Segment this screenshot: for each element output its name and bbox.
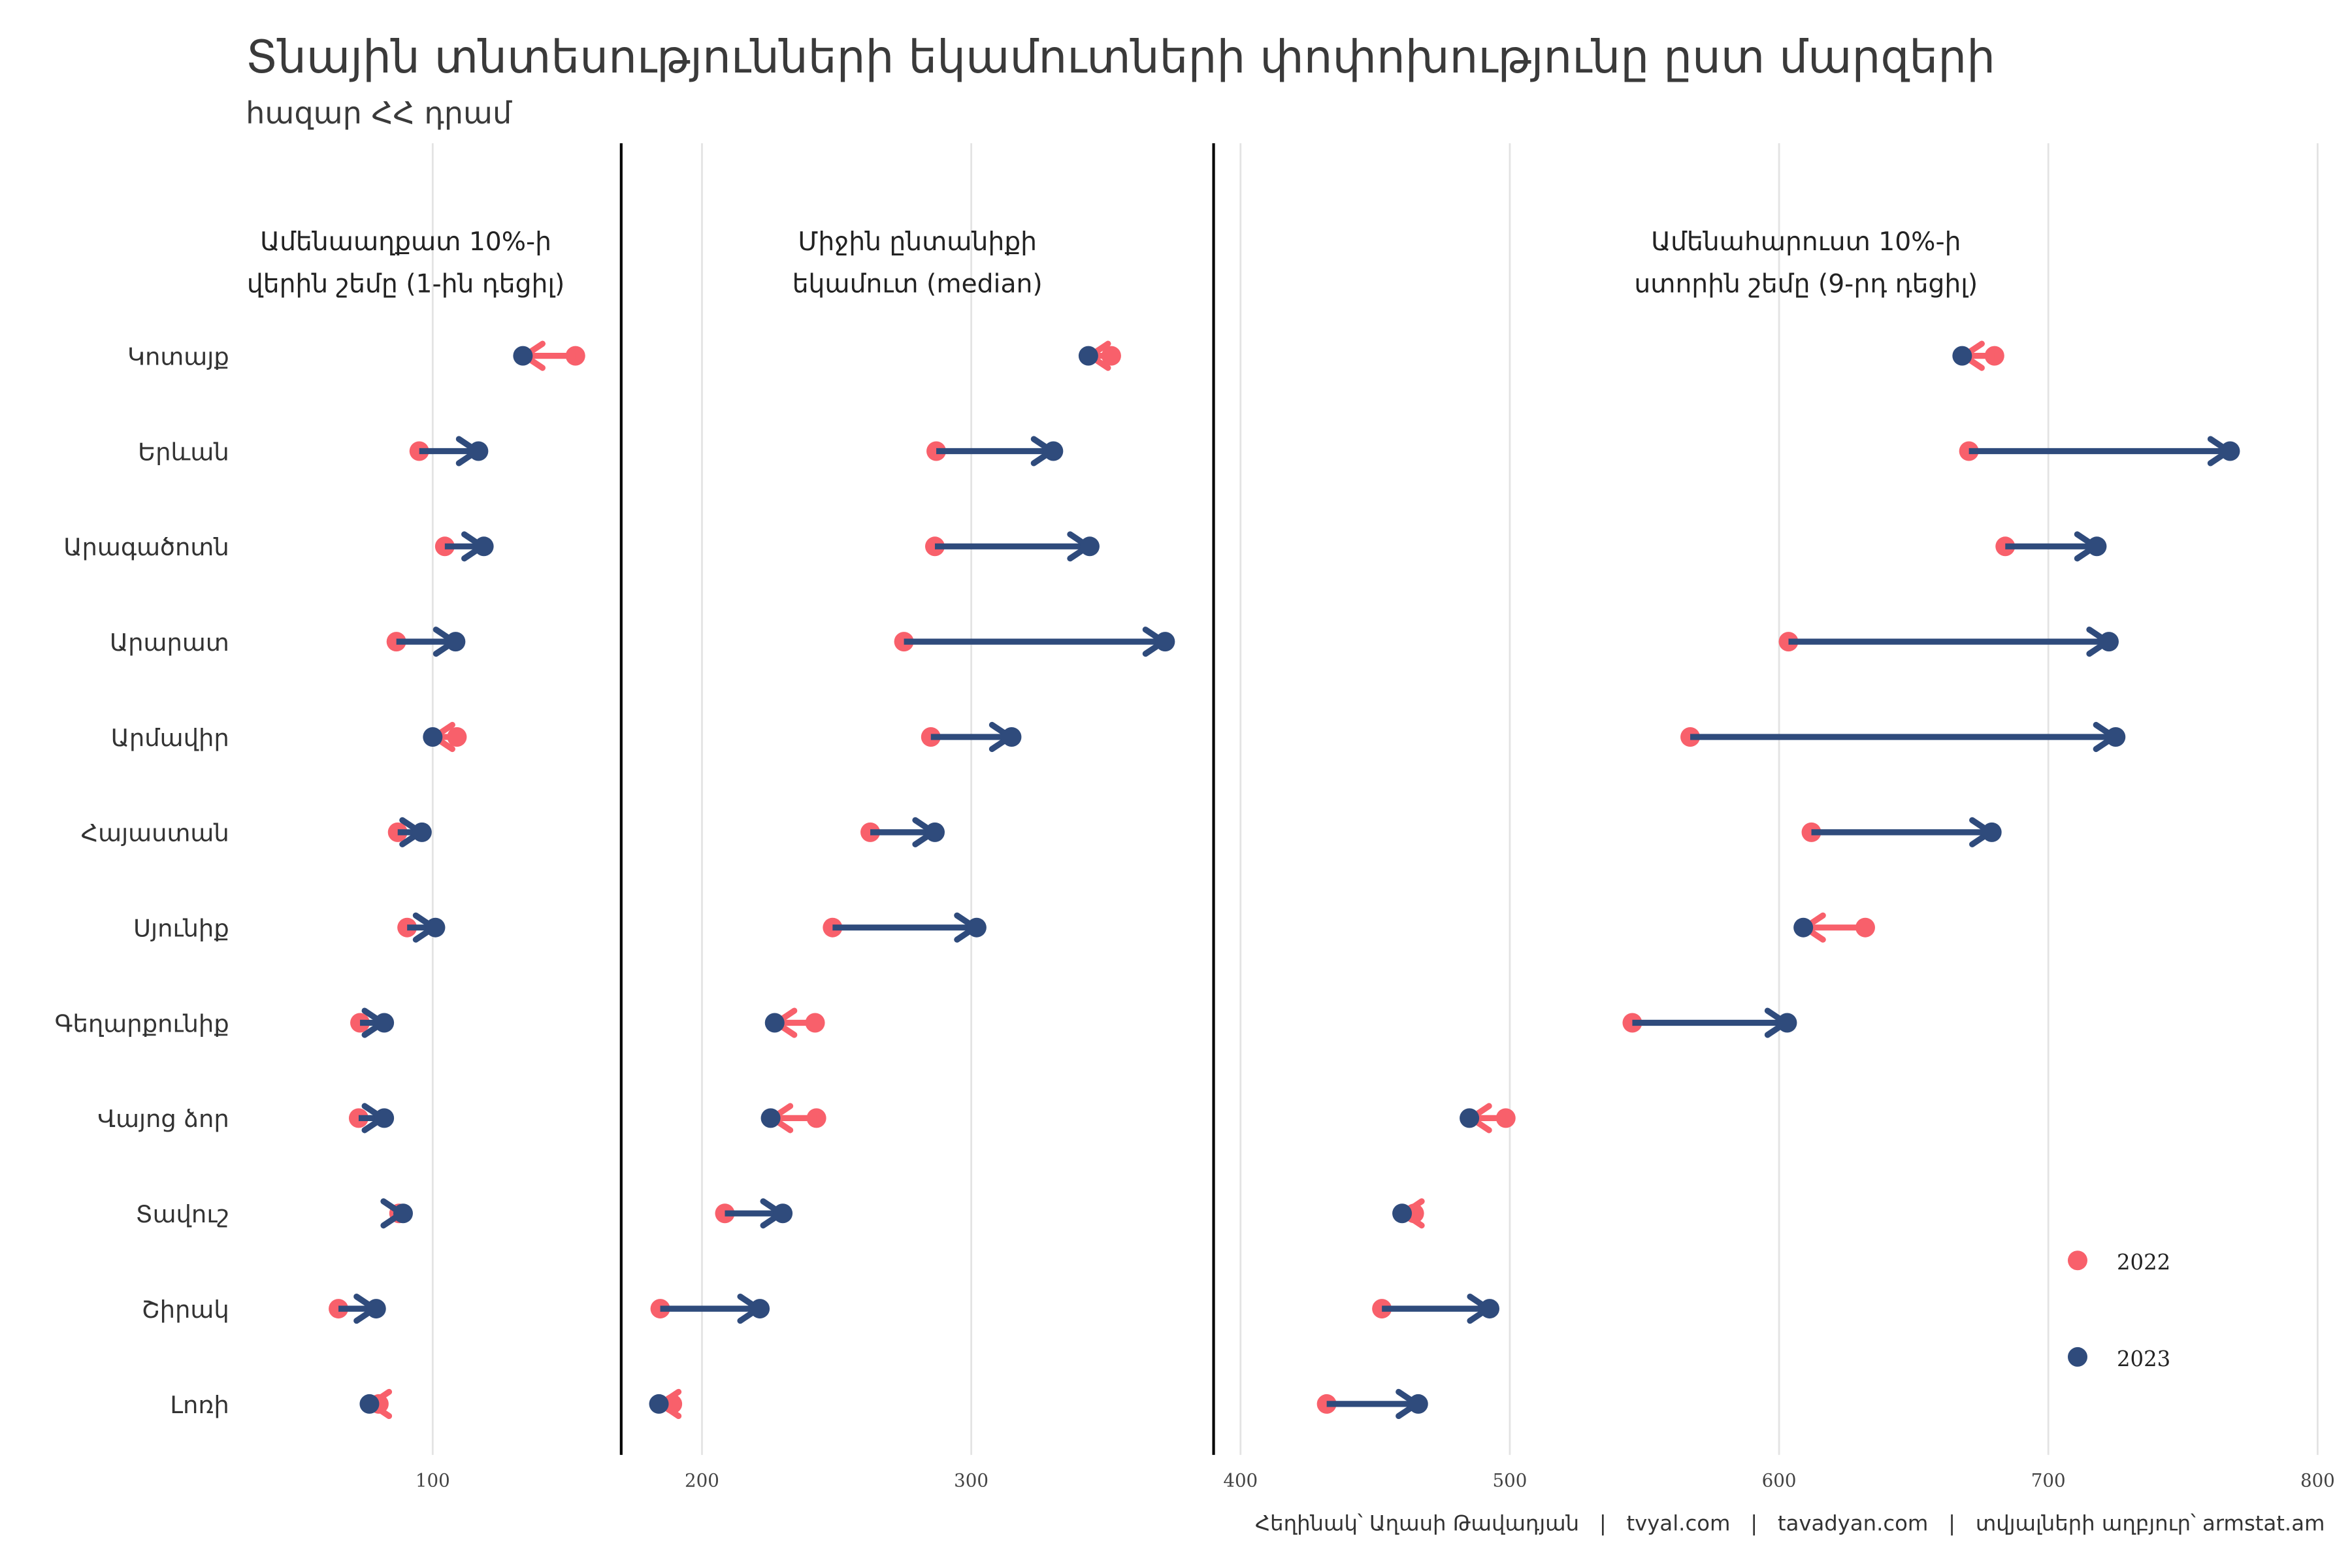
point-2022 [350, 1013, 370, 1033]
legend-label: 2022 [2117, 1250, 2170, 1275]
point-2023 [2087, 536, 2107, 557]
point-2023 [1079, 536, 1100, 557]
point-2023 [2106, 727, 2126, 747]
point-2023 [1408, 1394, 1428, 1414]
legend-swatch-2022 [2068, 1250, 2087, 1271]
y-label: Արարատ [110, 629, 229, 657]
chart-title: Տնային տնտեսությունների եկամուտների փոփո… [246, 31, 1995, 84]
y-label: Հայաստան [81, 819, 229, 847]
panel-label: եկամուտ (median) [792, 270, 1043, 299]
panel-dividers [619, 143, 1215, 1455]
point-2023 [393, 1203, 413, 1224]
data-marks [329, 340, 2240, 1420]
y-label: Արագածոտն [63, 533, 229, 561]
panel-label: ստորին շեմը (9-րդ դեցիլ) [1634, 270, 1978, 299]
point-2023 [966, 917, 987, 938]
caption: Հեղինակ՝ Աղասի Թավադյան | tvyal.com | ta… [1255, 1511, 2325, 1535]
point-2023 [1982, 822, 2002, 842]
point-2023 [513, 346, 533, 366]
point-2023 [366, 1299, 386, 1319]
point-2023 [1002, 727, 1022, 747]
x-tick-label: 400 [1223, 1469, 1258, 1491]
point-2023 [649, 1394, 669, 1414]
y-label: Կոտայք [127, 342, 229, 370]
y-label: Տավուշ [136, 1200, 229, 1228]
y-label: Գեղարքունիք [55, 1009, 229, 1037]
legend: 2022 2023 [2068, 1250, 2170, 1371]
legend-label: 2023 [2117, 1347, 2170, 1371]
point-2023 [474, 536, 494, 557]
panel-label: վերին շեմը (1-ին դեցիլ) [247, 270, 564, 299]
point-2023 [1078, 346, 1098, 366]
x-tick-label: 100 [416, 1469, 450, 1491]
point-2023 [1392, 1203, 1413, 1224]
point-2023 [359, 1394, 380, 1414]
point-2022 [650, 1299, 670, 1319]
point-2023 [374, 1013, 395, 1033]
x-tick-label: 300 [954, 1469, 988, 1491]
point-2023 [425, 917, 446, 938]
point-2023 [1043, 441, 1064, 461]
point-2023 [412, 822, 432, 842]
x-tick-label: 600 [1762, 1469, 1797, 1491]
point-2023 [924, 822, 945, 842]
y-axis-labels: Կոտայք Երևան Արագածոտն Արարատ Արմավիր Հայաստա… [55, 342, 229, 1418]
y-label: Երևան [138, 438, 229, 466]
chart-subtitle: հազար ՀՀ դրամ [246, 95, 512, 131]
point-2023 [374, 1108, 395, 1128]
point-2023 [2220, 441, 2240, 461]
panel-labels: Ամենաաղքատ 10%-ի վերին շեմը (1-ին դեցիլ) Մ… [247, 227, 1978, 299]
y-label: Շիրակ [142, 1296, 229, 1324]
x-tick-label: 500 [1492, 1469, 1527, 1491]
panel-label: Միջին ընտանիքի [798, 227, 1037, 257]
point-2023 [1777, 1013, 1797, 1033]
x-axis-ticks: 100 200 300 400 500 600 700 800 [416, 1469, 2335, 1491]
point-2023 [2099, 632, 2119, 652]
point-2023 [468, 441, 489, 461]
point-2023 [1793, 917, 1814, 938]
point-2023 [1952, 346, 1972, 366]
point-2023 [423, 727, 443, 747]
point-2022 [1372, 1299, 1392, 1319]
x-tick-label: 700 [2031, 1469, 2066, 1491]
point-2023 [760, 1108, 781, 1128]
point-2023 [773, 1203, 793, 1224]
point-2023 [1155, 632, 1175, 652]
legend-swatch-2023 [2068, 1347, 2087, 1367]
panel-label: Ամենահարուստ 10%-ի [1651, 227, 1961, 257]
point-2023 [446, 632, 466, 652]
x-tick-label: 200 [685, 1469, 719, 1491]
point-2023 [750, 1299, 770, 1319]
point-2023 [1480, 1299, 1500, 1319]
y-label: Սյունիք [133, 915, 229, 943]
y-label: Արմավիր [111, 724, 229, 752]
point-2023 [764, 1013, 785, 1033]
point-2023 [1460, 1108, 1480, 1128]
point-2022 [329, 1299, 349, 1319]
panel-label: Ամենաաղքատ 10%-ի [260, 227, 551, 257]
gridlines [431, 143, 2319, 1455]
x-tick-label: 800 [2300, 1469, 2335, 1491]
y-label: Վայոց ձոր [97, 1105, 229, 1133]
y-label: Լոռի [170, 1391, 229, 1419]
